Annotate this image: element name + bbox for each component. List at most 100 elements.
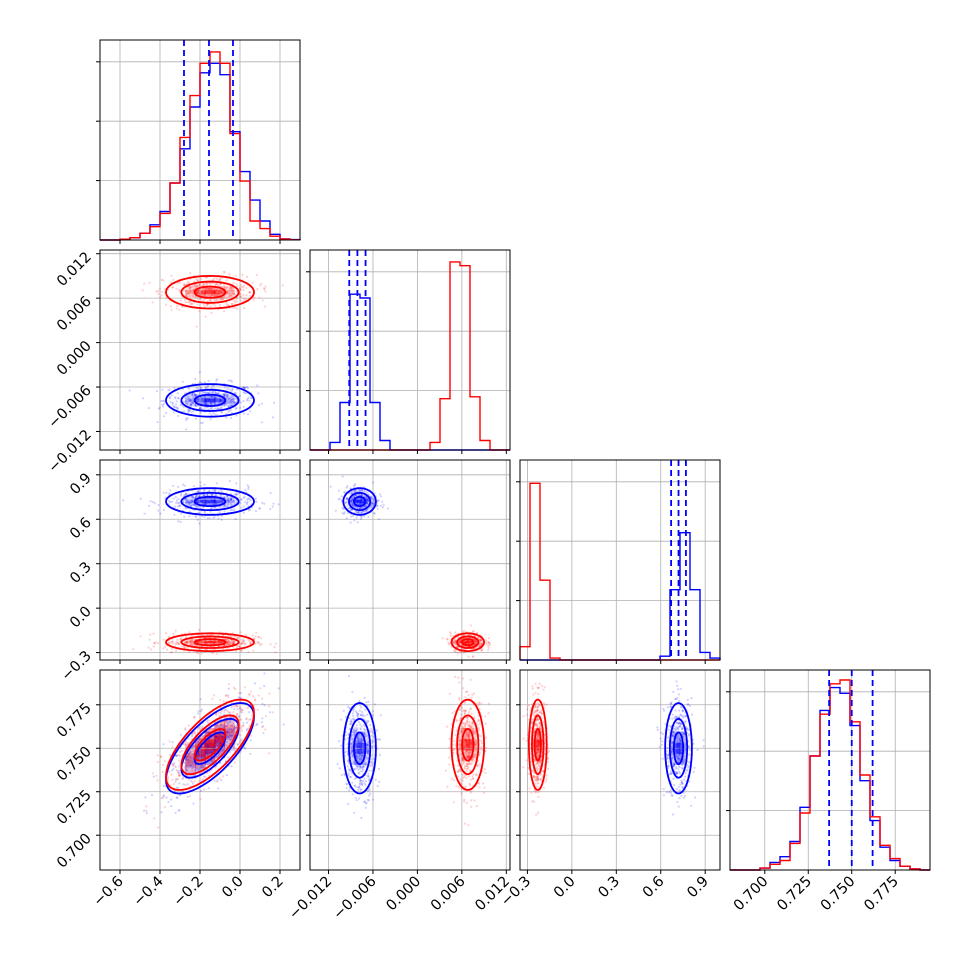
- panel-r3-c0-sample-point: [155, 774, 158, 777]
- panel-r2-c0-sample-point: [199, 499, 203, 502]
- panel-r3-c0-sample-point: [227, 711, 230, 714]
- panel-r3-c0-sample-point: [197, 710, 200, 713]
- panel-r3-c1-sample-point: [464, 785, 467, 788]
- panel-r3-c0-sample-point: [186, 795, 189, 799]
- panel-r1-c0-sample-point: [233, 300, 237, 303]
- panel-r3-c0-sample-point: [229, 734, 232, 737]
- panel-r3-c1-sample-point: [478, 722, 481, 726]
- panel-r2-c0-sample-point: [177, 642, 180, 645]
- panel-r1-c0-sample-point: [229, 401, 232, 404]
- panel-r2-c0-sample-point: [209, 510, 212, 513]
- panel-r2-c0-sample-point: [254, 497, 257, 500]
- panel-r2-c0-sample-point: [210, 651, 213, 654]
- panel-r1-c0-sample-point: [157, 407, 160, 410]
- panel-r3-c1-sample-point: [484, 722, 487, 725]
- panel-r3-c0-sample-point: [178, 750, 182, 754]
- panel-r2-c0-sample-point: [200, 515, 203, 518]
- panel-r2-c0-density-cell: [223, 643, 235, 646]
- panel-r1-c0-sample-point: [209, 282, 212, 285]
- panel-r1-c0-sample-point: [255, 273, 258, 276]
- panel-r1-c0-density-cell: [223, 394, 235, 399]
- panel-r1-c0-sample-point: [209, 401, 212, 404]
- panel-r3-c1-sample-point: [364, 806, 367, 809]
- panel-r1-c0-sample-point: [206, 391, 209, 394]
- panel-r3-c2-sample-point: [667, 728, 671, 731]
- panel-r1-c0-sample-point: [213, 396, 216, 399]
- panel-r3-c1-sample-point: [358, 785, 361, 788]
- panel-r2-c0-sample-point: [157, 642, 160, 645]
- panel-r3-c0-sample-point: [145, 809, 148, 812]
- panel-r2-c0-sample-point: [243, 501, 246, 504]
- panel-r3-c0-sample-point: [231, 729, 234, 732]
- panel-r2-c1-sample-point: [381, 506, 385, 509]
- panel-r2-c0-sample-point: [203, 642, 206, 645]
- panel-r1-c0-sample-point: [204, 386, 207, 390]
- panel-r1-c0-sample-point: [207, 399, 210, 402]
- panel-r3-c0-sample-point: [186, 783, 189, 786]
- panel-r1-c0-sample-point: [235, 406, 238, 409]
- panel-r1-c0-sample-point: [187, 397, 190, 401]
- panel-r1-c0-sample-point: [221, 298, 224, 301]
- panel-r3-c2-sample-point: [665, 750, 669, 753]
- panel-r2-c0-sample-point: [227, 499, 230, 502]
- panel-r1-c0-sample-point: [201, 391, 204, 394]
- panel-r3-c1-sample-point: [347, 802, 350, 806]
- panel-r1-c0-sample-point: [194, 278, 197, 281]
- panel-r3-c0-sample-point: [245, 717, 248, 720]
- panel-r2-c0-sample-point: [244, 488, 247, 492]
- panel-r2-c0-sample-point: [185, 640, 188, 643]
- panel-r1-c0-sample-point: [185, 290, 188, 293]
- panel-r1-c0-sample-point: [210, 294, 213, 297]
- panel-r1-c0-sample-point: [232, 299, 235, 302]
- panel-r3-c1-density-cell: [357, 731, 362, 743]
- panel-r3-c1-sample-point: [477, 719, 480, 723]
- panel-r2-c0-sample-point: [168, 492, 171, 495]
- panel-r3-c0-sample-point: [242, 722, 245, 725]
- panel-r2-c0-sample-point: [171, 647, 174, 650]
- panel-r3-c0-sample-point: [165, 796, 168, 799]
- panel-r3-c2-sample-point: [678, 797, 681, 800]
- panel-r2-c0-sample-point: [191, 496, 194, 499]
- panel-r3-c1-density-cell: [458, 727, 463, 740]
- panel-r1-c0-sample-point: [211, 303, 215, 306]
- panel-r3-c0-sample-point: [253, 698, 256, 701]
- panel-r3-c2-density-cell: [532, 750, 535, 762]
- panel-r3-c0-sample-point: [213, 779, 216, 782]
- panel-r1-c0-sample-point: [161, 405, 165, 408]
- panel-r2-c1-sample-point: [381, 500, 384, 503]
- panel-r3-c2-sample-point: [669, 770, 673, 773]
- panel-r3-c1-sample-point: [457, 770, 460, 773]
- panel-r3-c1-density-cell: [458, 739, 463, 751]
- panel-r3-c0-sample-point: [225, 740, 228, 744]
- panel-r1-c0-sample-point: [202, 299, 205, 302]
- panel-r2-c0-sample-point: [207, 502, 210, 505]
- panel-r2-c1-sample-point: [359, 515, 363, 518]
- panel-r2-c0-density-cell: [204, 641, 216, 644]
- panel-r2-c0-sample-point: [214, 489, 217, 492]
- panel-r1-c0-sample-point: [195, 291, 198, 294]
- panel-r1-c0-sample-point: [242, 297, 245, 300]
- panel-r2-c0-sample-point: [213, 499, 216, 502]
- panel-r2-c0-sample-point: [227, 497, 230, 500]
- panel-r2-c0-sample-point: [211, 489, 214, 492]
- panel-r3-c1-sample-point: [357, 768, 360, 771]
- panel-r3-c2-sample-point: [681, 767, 684, 770]
- panel-r3-c0-sample-point: [177, 809, 180, 812]
- panel-r2-c0-sample-point: [202, 506, 205, 509]
- panel-r3-c1-sample-point: [461, 773, 464, 776]
- panel-r3-c0-sample-point: [159, 755, 162, 758]
- panel-r1-c0-sample-point: [220, 277, 223, 280]
- panel-r2-c0-sample-point: [263, 502, 266, 505]
- panel-r3-c0-sample-point: [156, 779, 159, 782]
- panel-r1-c0-sample-point: [169, 400, 172, 403]
- panel-r2-c0-sample-point: [205, 642, 208, 645]
- panel-r1-c0-sample-point: [228, 295, 232, 298]
- panel-r1-c0-sample-point: [273, 401, 276, 404]
- panel-r3-c1-sample-point: [479, 748, 482, 751]
- panel-r2-c0-sample-point: [218, 511, 221, 514]
- panel-r2-c0-sample-point: [186, 646, 189, 650]
- panel-r1-c0-sample-point: [189, 285, 192, 289]
- panel-r2-c0-sample-point: [218, 501, 221, 504]
- panel-r2-c0-density-cell: [204, 496, 216, 500]
- panel-r1-c0-sample-point: [213, 407, 217, 410]
